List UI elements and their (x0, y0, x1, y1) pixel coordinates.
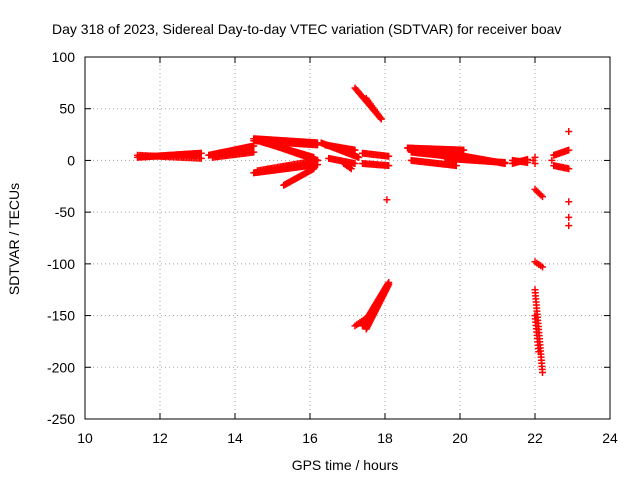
data-point (385, 281, 393, 289)
data-point (537, 191, 545, 199)
data-point (524, 155, 531, 163)
data-point (250, 148, 258, 156)
data-point (355, 153, 363, 161)
y-axis-label: SDTVAR / TECUs (6, 183, 22, 295)
y-tick-label: -200 (47, 359, 75, 375)
data-point (351, 160, 359, 168)
x-axis-label: GPS time / hours (292, 457, 399, 473)
y-tick-label: -250 (47, 411, 75, 427)
y-tick-label: -100 (47, 256, 75, 272)
data-point (197, 154, 205, 162)
data-point (377, 115, 385, 123)
x-tick-label: 20 (452, 430, 468, 446)
x-tick-label: 18 (377, 430, 393, 446)
x-tick-label: 10 (77, 430, 93, 446)
data-point (314, 141, 321, 149)
y-tick-label: 0 (67, 152, 75, 168)
data-point (548, 156, 556, 164)
data-point (539, 263, 546, 271)
data-point (452, 162, 460, 170)
data-point (565, 127, 573, 135)
data-point (383, 196, 391, 204)
data-point (501, 158, 509, 166)
y-tick-label: 50 (59, 101, 75, 117)
data-point (535, 348, 543, 356)
data-point (460, 146, 468, 154)
y-tick-label: -150 (47, 308, 75, 324)
x-tick-label: 22 (527, 430, 543, 446)
y-tick-label: -50 (55, 204, 75, 220)
x-tick-label: 24 (602, 430, 618, 446)
data-point (385, 152, 393, 160)
data-point (385, 162, 393, 170)
data-point (346, 164, 354, 172)
x-tick-label: 14 (227, 430, 243, 446)
axis-ticks: 10 12 14 16 18 20 22 24 -250 -200 -150 -100 -50 0 50 10… (47, 49, 618, 446)
x-tick-label: 12 (152, 430, 168, 446)
data-point (565, 213, 573, 221)
data-point (539, 193, 546, 201)
data-point (347, 165, 355, 173)
data-points (134, 84, 573, 376)
y-tick-label: 100 (52, 49, 76, 65)
grid-lines (85, 57, 610, 419)
data-point (310, 165, 318, 173)
data-point (529, 156, 537, 164)
data-point (314, 156, 321, 164)
data-point (565, 165, 573, 173)
data-point (565, 222, 573, 230)
data-point (565, 198, 573, 206)
x-tick-label: 16 (302, 430, 318, 446)
chart-title: Day 318 of 2023, Sidereal Day-to-day VTE… (52, 21, 561, 37)
data-point (539, 368, 546, 376)
plot-frame (84, 56, 611, 420)
data-point (565, 146, 573, 154)
